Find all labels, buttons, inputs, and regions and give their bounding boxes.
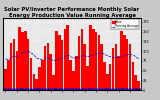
Bar <box>55 31 58 90</box>
Bar <box>66 25 69 90</box>
Bar <box>30 58 32 90</box>
Bar <box>7 60 10 90</box>
Bar <box>49 54 52 90</box>
Bar <box>106 74 109 90</box>
Bar <box>115 44 117 90</box>
Bar <box>81 28 83 90</box>
Bar <box>69 60 72 90</box>
Bar <box>100 44 103 90</box>
Bar <box>137 81 140 90</box>
Bar <box>64 28 66 90</box>
Bar <box>109 64 112 90</box>
Bar <box>126 39 128 90</box>
Bar <box>18 27 21 90</box>
Title: Solar PV/Inverter Performance Monthly Solar Energy Production Value Running Aver: Solar PV/Inverter Performance Monthly So… <box>4 7 140 18</box>
Bar <box>61 40 63 90</box>
Bar <box>21 32 24 90</box>
Bar <box>129 44 131 90</box>
Bar <box>98 35 100 90</box>
Bar <box>41 60 44 90</box>
Bar <box>27 39 29 90</box>
Bar <box>38 67 41 90</box>
Bar <box>92 28 95 90</box>
Bar <box>72 71 75 90</box>
Bar <box>58 35 60 90</box>
Bar <box>10 43 12 90</box>
Bar <box>75 56 78 90</box>
Bar <box>89 25 92 90</box>
Bar <box>84 44 86 90</box>
Bar <box>44 46 46 90</box>
Bar <box>78 36 80 90</box>
Bar <box>35 79 38 90</box>
Bar <box>112 48 114 90</box>
Bar <box>4 69 7 90</box>
Bar <box>103 62 106 90</box>
Bar <box>24 31 27 90</box>
Bar <box>32 74 35 90</box>
Bar <box>132 62 134 90</box>
Bar <box>47 42 49 90</box>
Legend: Value, Running Average: Value, Running Average <box>111 19 139 29</box>
Bar <box>13 39 15 90</box>
Bar <box>16 51 18 90</box>
Bar <box>86 66 89 90</box>
Bar <box>123 35 126 90</box>
Bar <box>117 56 120 90</box>
Bar <box>120 31 123 90</box>
Bar <box>134 75 137 90</box>
Bar <box>52 75 55 90</box>
Bar <box>95 32 97 90</box>
